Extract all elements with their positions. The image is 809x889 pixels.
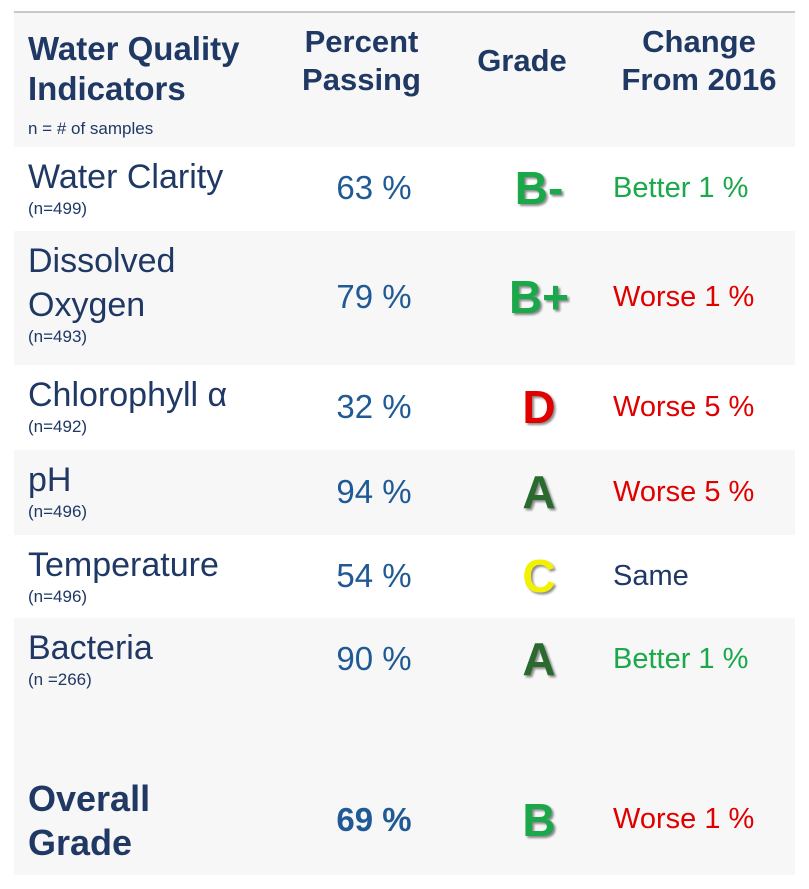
spacer-row [14,702,795,765]
percent-passing: 90 % [336,640,412,677]
overall-percent: 69 % [336,801,412,838]
change: Better 1 % [613,643,749,675]
table-row: Water Clarity (n=499) 63 % B- Better 1 % [14,147,795,231]
sample-count: (n=492) [28,417,88,436]
table-row: Temperature (n=496) 54 % C Same [14,535,795,618]
grade: A [522,465,556,518]
column-header: Change From 2016 [621,24,777,97]
row-name: Chlorophyll α [28,376,228,414]
table-row: Chlorophyll α (n=492) 32 % D Worse 5 % [14,365,795,450]
percent-passing: 79 % [336,278,412,315]
column-header: Grade [477,43,567,78]
change: Same [613,559,689,592]
table-row: Dissolved Oxygen (n=493) 79 % B+ Worse 1 % [14,231,795,365]
row-name: Temperature [28,546,219,584]
sample-count: (n=496) [28,502,88,521]
percent-passing: 32 % [336,387,412,425]
grade: C [522,549,556,602]
grade: A [522,633,556,685]
change: Worse 1 % [613,281,755,313]
header-row: Water Quality Indicators n = # of sample… [14,13,795,147]
change: Worse 5 % [613,390,755,423]
overall-name: Overall Grade [28,778,151,863]
overall-change: Worse 1 % [613,803,755,835]
header-title: Water Quality Indicators [28,30,240,107]
grade: B- [514,162,564,214]
sample-count: (n=496) [28,587,88,606]
row-name: Dissolved Oxygen [28,242,176,324]
overall-grade: B [522,794,556,846]
column-header: Percent Passing [302,24,421,97]
sample-count: (n =266) [28,670,92,689]
percent-passing: 94 % [336,472,412,510]
percent-passing: 54 % [336,556,412,594]
sample-count: (n=493) [28,327,88,346]
table-row: pH (n=496) 94 % A Worse 5 % [14,450,795,535]
top-rule [14,11,795,13]
sample-count: (n=499) [28,199,88,218]
change: Worse 5 % [613,475,755,508]
header-subtitle: n = # of samples [28,119,154,138]
percent-passing: 63 % [336,169,412,206]
grade: D [522,380,556,433]
row-name: Bacteria [28,629,153,667]
table: Water Quality Indicators n = # of sample… [14,11,795,875]
row-name: pH [28,461,72,499]
grade: B+ [508,271,570,323]
overall-row: Overall Grade 69 % B Worse 1 % [14,765,795,875]
row-name: Water Clarity [28,158,224,196]
table-row: Bacteria (n =266) 90 % A Better 1 % [14,618,795,702]
change: Better 1 % [613,172,749,204]
